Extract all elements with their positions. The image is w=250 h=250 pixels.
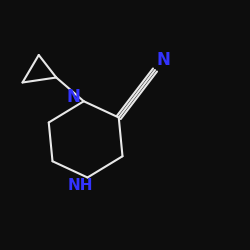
Text: NH: NH (67, 178, 93, 192)
Text: N: N (157, 51, 171, 69)
Text: N: N (67, 88, 81, 106)
